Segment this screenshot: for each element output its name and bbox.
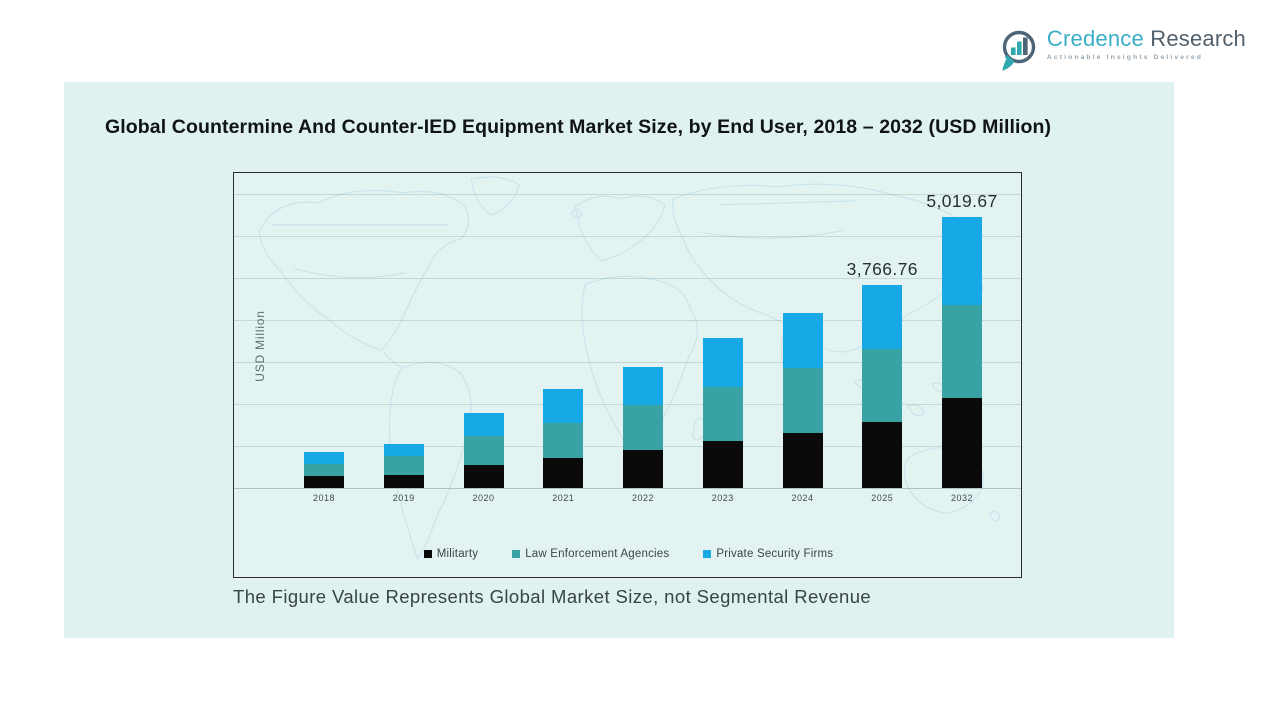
legend-item-militarty: Militarty bbox=[423, 548, 479, 560]
brand-name-secondary: Research bbox=[1150, 26, 1246, 51]
bar-segment-private-security-firms bbox=[782, 312, 823, 368]
bar-segment-militarty bbox=[463, 464, 504, 488]
x-tick-label-2020: 2020 bbox=[472, 493, 495, 503]
x-tick-label-2025: 2025 bbox=[871, 493, 894, 503]
bar-value-label-2025: 3,766.76 bbox=[846, 258, 918, 279]
gridline bbox=[234, 320, 1021, 321]
x-tick-label-2019: 2019 bbox=[392, 493, 415, 503]
figure-footnote: The Figure Value Represents Global Marke… bbox=[233, 586, 872, 607]
bar-segment-law-enforcement-agencies bbox=[383, 456, 424, 475]
bar-segment-private-security-firms bbox=[543, 388, 584, 423]
bar-segment-militarty bbox=[862, 421, 903, 488]
bar-segment-militarty bbox=[702, 440, 743, 488]
chart-title: Global Countermine And Counter-IED Equip… bbox=[105, 116, 1052, 138]
legend-swatch-militarty bbox=[423, 550, 432, 558]
bar-segment-law-enforcement-agencies bbox=[304, 463, 344, 477]
x-tick-label-2023: 2023 bbox=[711, 493, 734, 503]
bar-group-2032 bbox=[942, 216, 982, 488]
bar-group-2019 bbox=[383, 443, 424, 488]
bars-layer: 3,766.76 5,019.67 bbox=[234, 173, 1021, 488]
bar-segment-private-security-firms bbox=[942, 216, 982, 305]
x-axis-labels: 2018 2019 2020 2021 2022 2023 2024 2025 2032 bbox=[234, 493, 1021, 507]
bar-segment-law-enforcement-agencies bbox=[463, 436, 504, 465]
x-tick-label-2021: 2021 bbox=[552, 493, 575, 503]
legend-label-private-security-firms: Private Security Firms bbox=[716, 548, 834, 560]
bar-segment-law-enforcement-agencies bbox=[702, 386, 743, 441]
bar-segment-law-enforcement-agencies bbox=[862, 349, 903, 422]
brand-tagline: Actionable Insights Delivered bbox=[1046, 54, 1204, 61]
bar-segment-militarty bbox=[782, 433, 823, 488]
x-tick-label-2022: 2022 bbox=[631, 493, 655, 503]
bar-group-2022 bbox=[623, 366, 663, 488]
bar-segment-private-security-firms bbox=[383, 443, 424, 457]
bar-segment-law-enforcement-agencies bbox=[782, 367, 823, 434]
bar-segment-law-enforcement-agencies bbox=[623, 405, 663, 450]
gridline bbox=[234, 236, 1021, 237]
bar-group-2021 bbox=[543, 388, 584, 488]
bar-segment-militarty bbox=[383, 474, 424, 488]
bar-segment-private-security-firms bbox=[702, 337, 743, 387]
bar-segment-militarty bbox=[304, 476, 344, 488]
gridline bbox=[234, 362, 1021, 363]
bar-group-2024 bbox=[782, 312, 823, 488]
gridline bbox=[234, 488, 1021, 489]
bar-segment-private-security-firms bbox=[862, 284, 903, 350]
credence-logo: Credence Research Actionable Insights De… bbox=[998, 26, 1246, 72]
bar-segment-private-security-firms bbox=[463, 412, 504, 437]
bar-group-2020 bbox=[463, 412, 504, 488]
x-tick-label-2032: 2032 bbox=[950, 493, 974, 503]
bar-segment-militarty bbox=[942, 398, 982, 488]
bar-group-2025 bbox=[862, 284, 903, 488]
x-tick-label-2018: 2018 bbox=[312, 493, 336, 503]
bar-segment-militarty bbox=[543, 458, 584, 488]
gridline bbox=[234, 194, 1021, 195]
legend-item-law-enforcement-agencies: Law Enforcement Agencies bbox=[512, 548, 669, 560]
chart-legend: Militarty Law Enforcement Agencies Private… bbox=[234, 548, 1021, 560]
legend-label-militarty: Militarty bbox=[436, 548, 479, 560]
bar-segment-law-enforcement-agencies bbox=[942, 304, 982, 399]
logo-text: Credence Research Actionable Insights De… bbox=[1047, 26, 1246, 61]
x-tick-label-2024: 2024 bbox=[791, 493, 814, 503]
chart-frame: USD Million 3,766.76 5,019.67 2018 2019 202… bbox=[233, 172, 1022, 578]
bar-segment-militarty bbox=[623, 449, 663, 488]
credence-logo-icon bbox=[1002, 30, 1036, 71]
brand-name-primary: Credence bbox=[1046, 26, 1144, 51]
gridline bbox=[234, 278, 1021, 279]
legend-swatch-law-enforcement-agencies bbox=[512, 550, 521, 558]
bar-value-label-2032: 5,019.67 bbox=[926, 190, 998, 211]
legend-label-law-enforcement-agencies: Law Enforcement Agencies bbox=[525, 548, 670, 560]
brand-name: Credence Research bbox=[1047, 26, 1246, 52]
bar-segment-private-security-firms bbox=[623, 366, 663, 406]
legend-item-private-security-firms: Private Security Firms bbox=[703, 548, 833, 560]
bar-group-2018 bbox=[304, 452, 344, 488]
content-panel: Global Countermine And Counter-IED Equip… bbox=[64, 82, 1174, 638]
bar-segment-law-enforcement-agencies bbox=[543, 422, 584, 459]
bar-group-2023 bbox=[702, 337, 743, 488]
legend-swatch-private-security-firms bbox=[703, 550, 712, 558]
bar-segment-private-security-firms bbox=[304, 452, 344, 464]
